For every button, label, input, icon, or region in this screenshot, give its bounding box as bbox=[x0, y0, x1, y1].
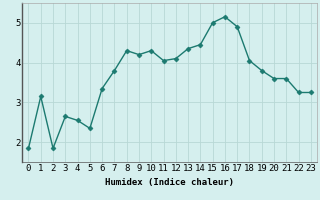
X-axis label: Humidex (Indice chaleur): Humidex (Indice chaleur) bbox=[105, 178, 234, 187]
